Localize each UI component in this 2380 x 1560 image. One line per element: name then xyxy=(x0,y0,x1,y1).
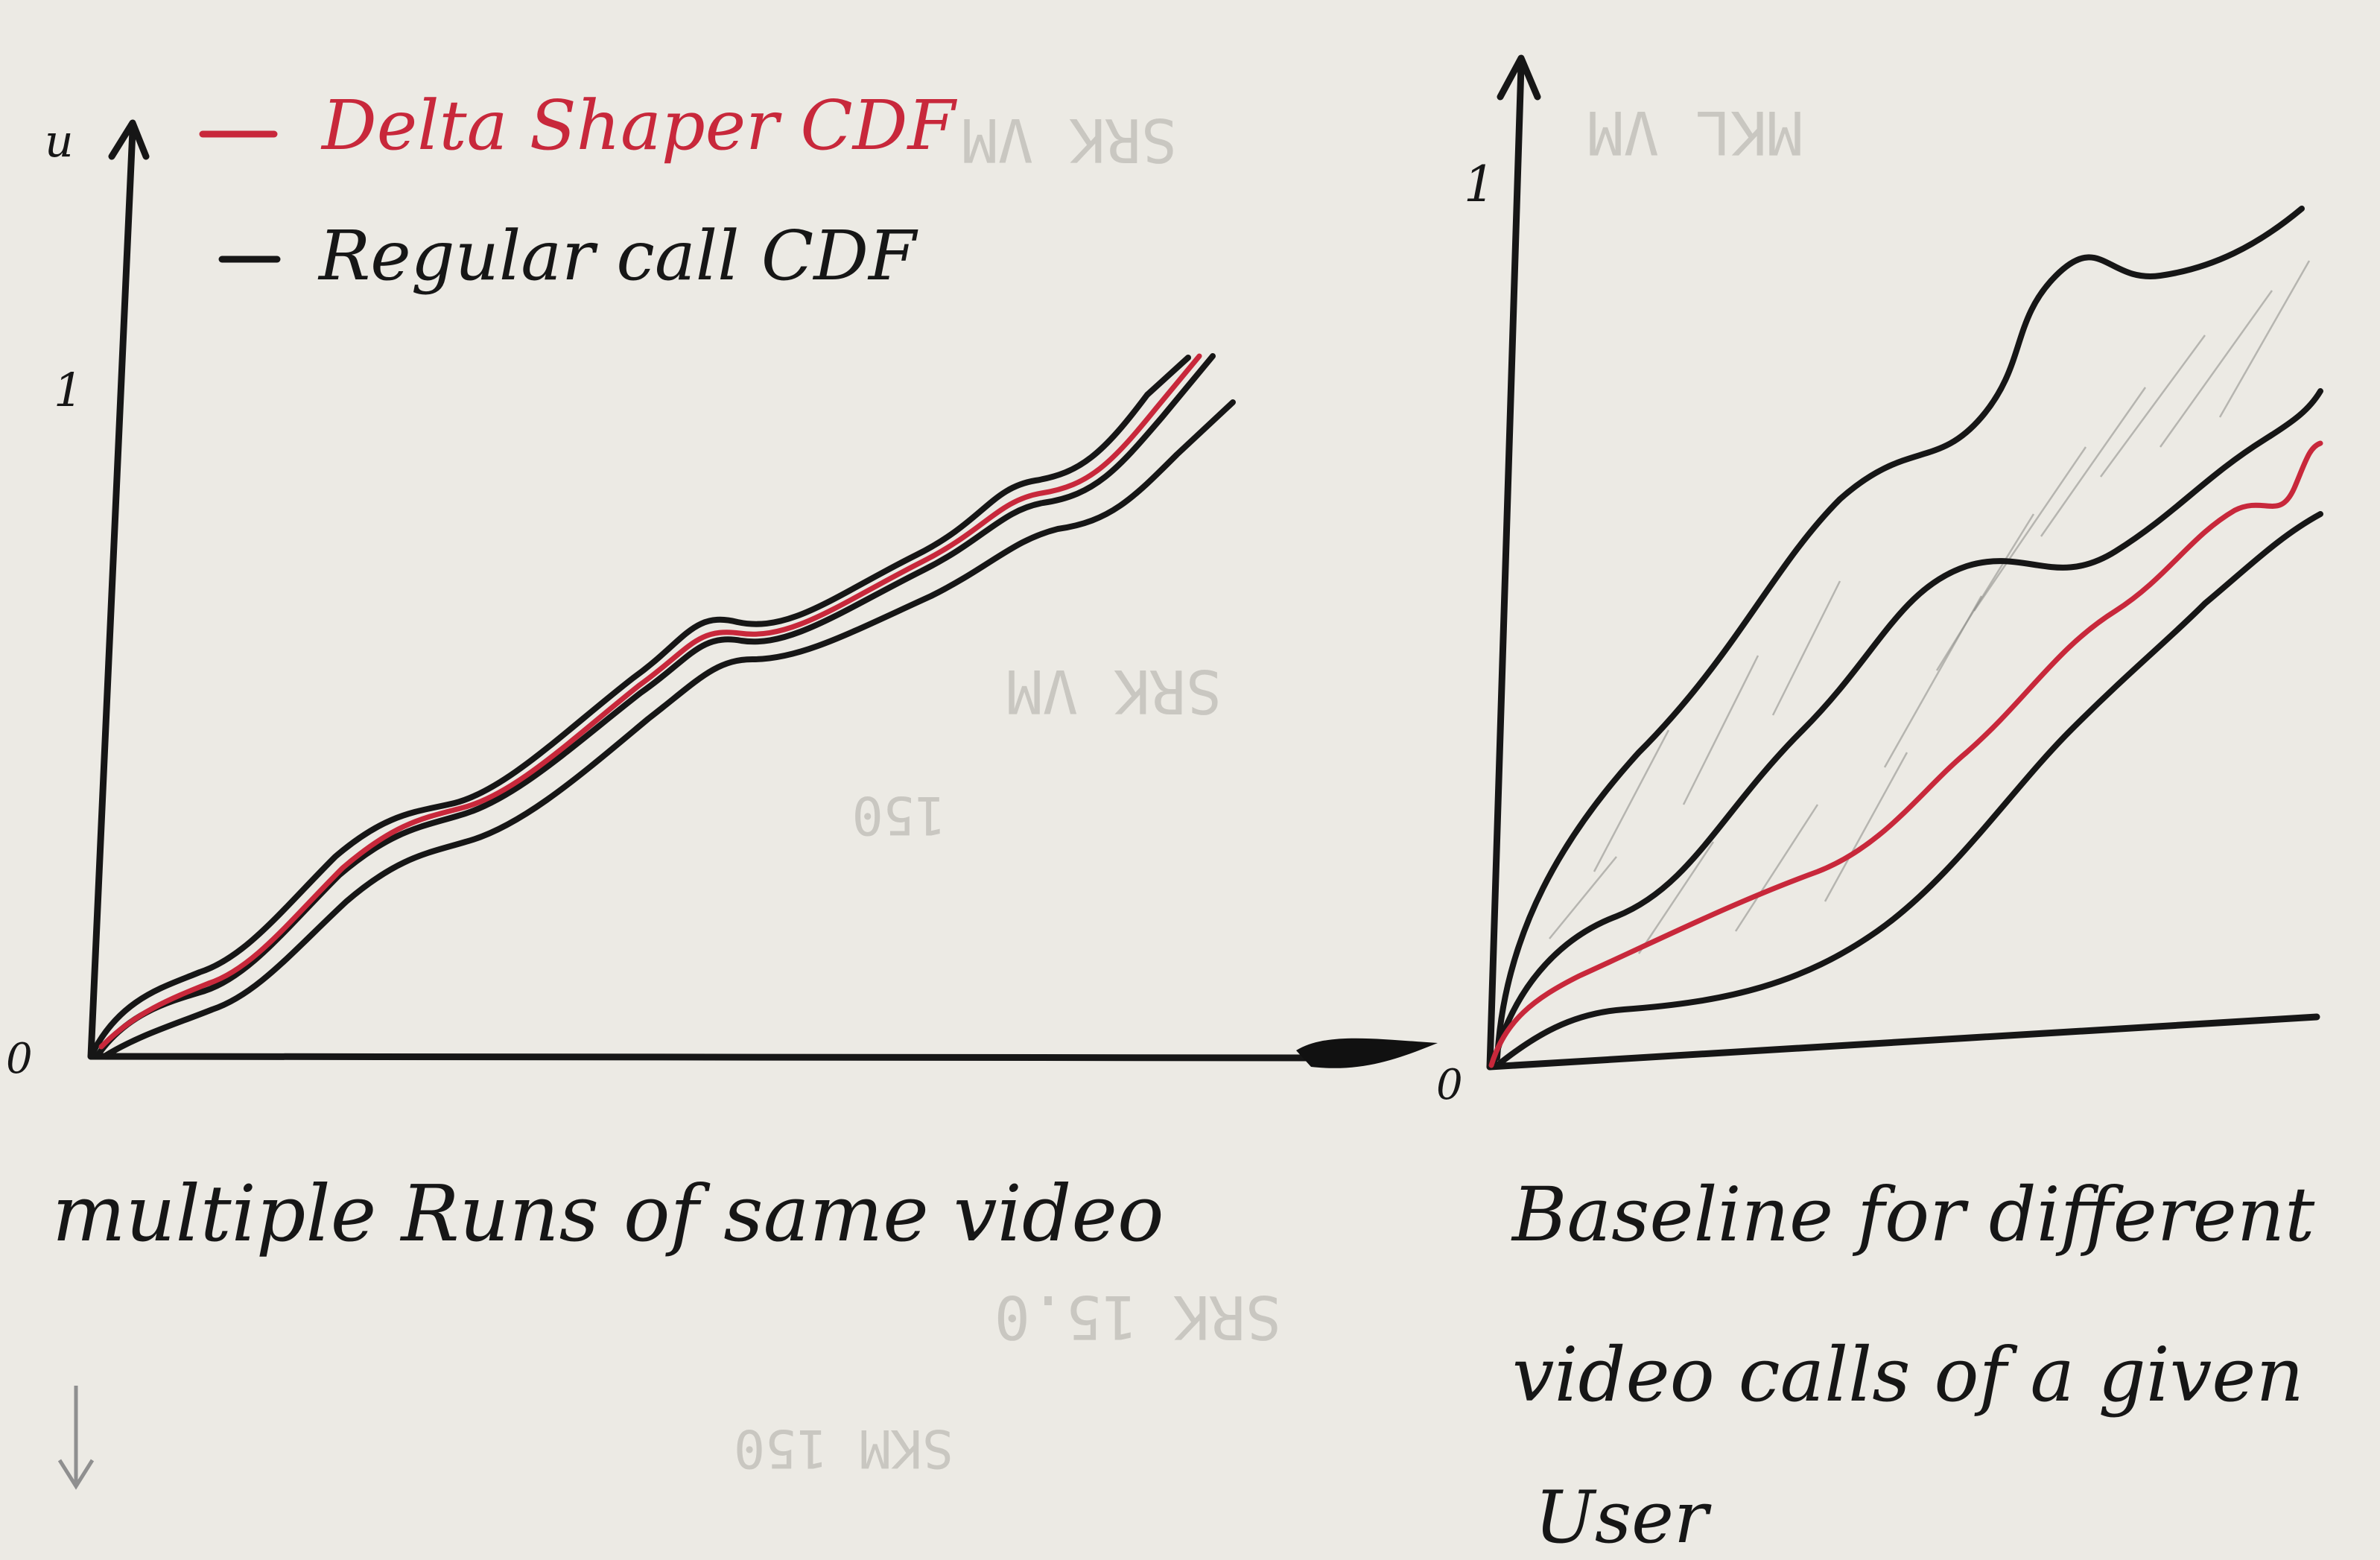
right-y-top-label: 1 xyxy=(1464,156,1495,213)
hatch-line xyxy=(2159,290,2273,448)
bleed-through-text: SRK VM MKL VM SRK VM SRK 15.0 150 SKM 15… xyxy=(734,98,1803,1479)
hatch-line xyxy=(2040,387,2147,537)
left-caption: multiple Runs of same video xyxy=(52,1168,1164,1259)
hatch-line xyxy=(2099,334,2206,478)
left-red-curve xyxy=(98,353,1202,1050)
hatch-line xyxy=(2218,260,2311,418)
bleed-item: SKM 150 xyxy=(734,1418,953,1479)
right-black-curve-lower-mid xyxy=(1494,511,2323,1068)
legend: Delta Shaper CDF Regular call CDF xyxy=(199,86,958,296)
left-black-curve-lower xyxy=(101,399,1236,1059)
left-origin-label: 0 xyxy=(6,1035,33,1083)
left-y-tick-scribble: u xyxy=(45,115,74,168)
left-x-axis xyxy=(87,1053,1330,1062)
right-black-curve-top xyxy=(1494,206,2305,1061)
legend-black-label: Regular call CDF xyxy=(317,216,918,296)
hatch-line xyxy=(1549,856,1617,939)
right-black-curve-upper-mid xyxy=(1491,388,2323,1067)
hatch-line xyxy=(1771,580,1841,716)
ink-blot xyxy=(1296,1038,1438,1068)
hatch-line xyxy=(1824,752,1908,902)
right-hatch-shading xyxy=(1549,260,2311,954)
down-arrow-pencil xyxy=(57,1386,95,1490)
left-plot: 1 0 u Delta Shaper CDF Regular call CDF … xyxy=(6,86,1438,1490)
hatch-line xyxy=(1593,729,1670,872)
right-red-curve xyxy=(1488,440,2323,1068)
right-caption-line1: Baseline for different xyxy=(1511,1171,2315,1258)
right-caption-line3: User xyxy=(1535,1476,1712,1559)
right-y-axis xyxy=(1486,54,1541,1071)
left-y-axis xyxy=(87,119,150,1060)
hatch-line xyxy=(1973,446,2087,612)
right-caption-line2: video calls of a given xyxy=(1512,1331,2304,1418)
right-plot: 1 0 Baseline for different video calls o… xyxy=(1436,54,2323,1559)
left-black-curve-upper xyxy=(88,355,1191,1059)
hatch-line xyxy=(1682,655,1759,805)
hatch-line xyxy=(1935,513,2035,671)
left-black-curve-middle xyxy=(94,353,1216,1059)
bleed-item: SRK 15.0 xyxy=(994,1282,1281,1351)
bleed-item: SRK VM xyxy=(962,105,1177,174)
hatch-line xyxy=(1637,841,1715,954)
bleed-item: SRK VM xyxy=(1006,656,1222,726)
right-origin-label: 0 xyxy=(1436,1061,1463,1109)
right-x-axis xyxy=(1486,1013,2320,1071)
bleed-item: 150 xyxy=(852,784,946,846)
hatch-line xyxy=(1734,804,1819,932)
legend-red-label: Delta Shaper CDF xyxy=(320,86,958,165)
left-y-top-label: 1 xyxy=(54,363,83,417)
bleed-item: MKL VM xyxy=(1587,98,1803,167)
